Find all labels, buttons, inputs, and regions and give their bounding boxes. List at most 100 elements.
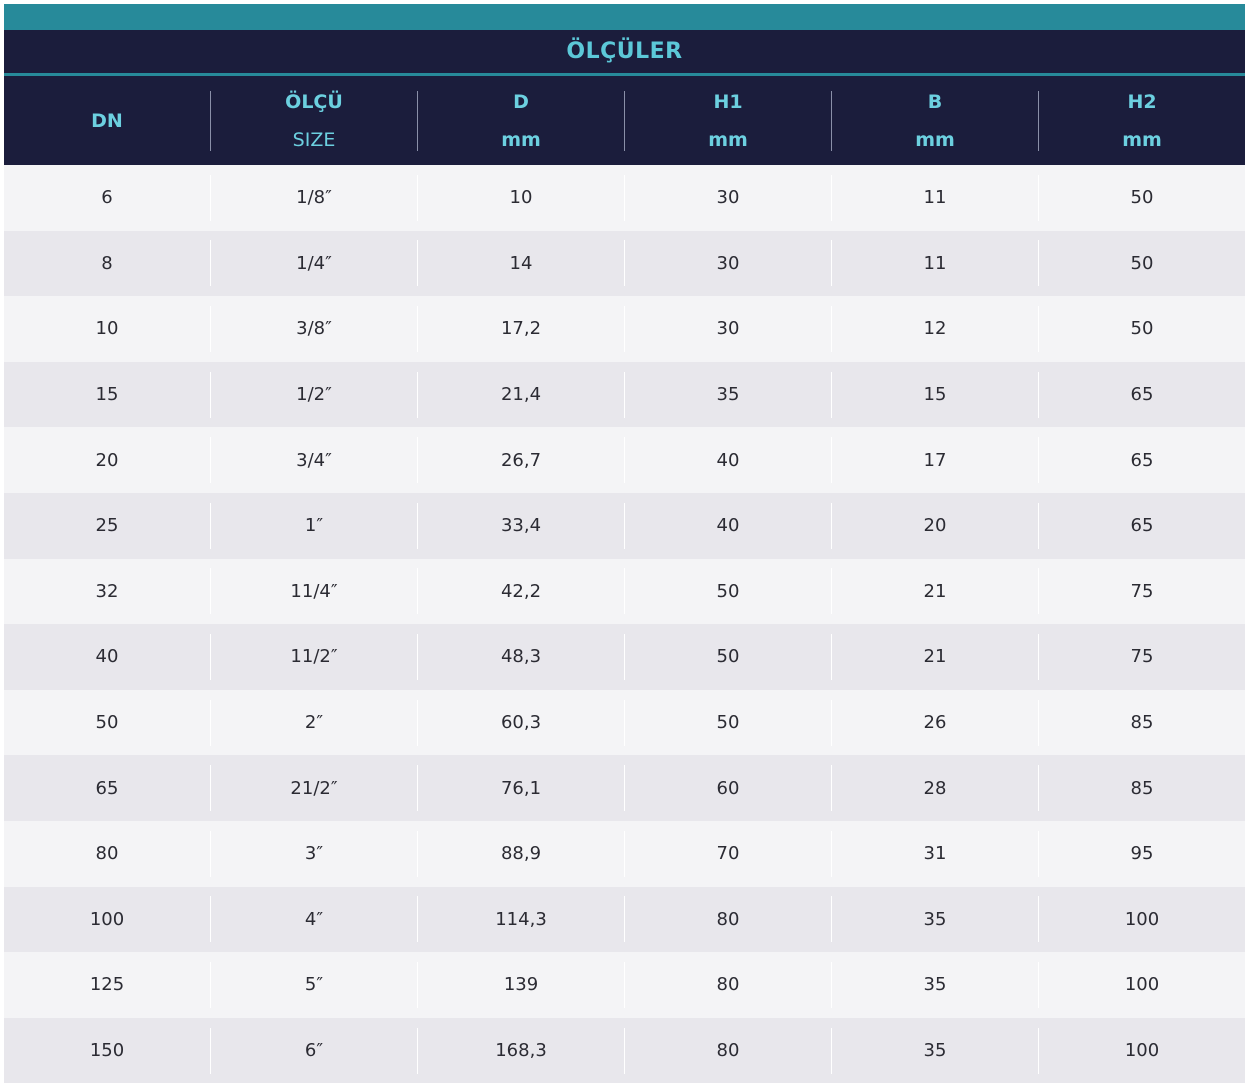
cell-dn: 50: [4, 699, 211, 746]
cell-dn: 15: [4, 371, 211, 418]
cell-b: 35: [832, 1027, 1039, 1074]
cell-dn: 10: [4, 305, 211, 352]
table-row: 25 1″ 33,4 40 20 65: [4, 492, 1245, 559]
header-h2: H2 mm: [1039, 91, 1245, 151]
table-body: 6 1/8″ 10 30 11 50 8 1/4″ 14 30 11 50 10 3/8″ 17,2 30 12…: [4, 165, 1245, 1084]
cell-h2: 100: [1124, 974, 1160, 996]
cell-size: 11/2″: [211, 633, 418, 680]
table-title-bar: ÖLÇÜLER: [4, 30, 1245, 76]
cell-size: 3/4″: [211, 437, 418, 484]
cell-size: 1/8″: [211, 174, 418, 221]
cell-h2: 75: [1130, 646, 1154, 668]
table-row: 150 6″ 168,3 80 35 100: [4, 1017, 1245, 1084]
table-row: 100 4″ 114,3 80 35 100: [4, 886, 1245, 953]
cell-h1: 30: [625, 240, 832, 287]
cell-h1: 30: [625, 174, 832, 221]
table-row: 40 11/2″ 48,3 50 21 75: [4, 624, 1245, 690]
cell-d: 76,1: [418, 765, 625, 812]
table-row: 125 5″ 139 80 35 100: [4, 952, 1245, 1018]
header-d-unit: mm: [501, 128, 541, 151]
cell-h2: 95: [1130, 843, 1154, 865]
cell-h1: 40: [625, 502, 832, 549]
cell-b: 11: [832, 174, 1039, 221]
cell-h1: 35: [625, 371, 832, 418]
cell-h2: 65: [1130, 515, 1154, 537]
table-row: 10 3/8″ 17,2 30 12 50: [4, 296, 1245, 362]
cell-dn: 6: [4, 174, 211, 221]
cell-size: 3″: [211, 830, 418, 877]
cell-h1: 30: [625, 305, 832, 352]
cell-b: 17: [832, 437, 1039, 484]
cell-size: 1/4″: [211, 240, 418, 287]
table-row: 6 1/8″ 10 30 11 50: [4, 165, 1245, 231]
table-row: 32 11/4″ 42,2 50 21 75: [4, 558, 1245, 625]
header-b-label: B: [927, 90, 943, 113]
cell-h2: 85: [1130, 777, 1154, 799]
cell-b: 21: [832, 633, 1039, 680]
cell-dn: 40: [4, 633, 211, 680]
header-b: B mm: [832, 90, 1039, 151]
cell-b: 35: [832, 896, 1039, 943]
cell-b: 26: [832, 699, 1039, 746]
cell-d: 42,2: [418, 568, 625, 615]
cell-d: 139: [418, 961, 625, 1008]
cell-h1: 80: [625, 1027, 832, 1074]
cell-b: 15: [832, 371, 1039, 418]
cell-h2: 75: [1130, 580, 1154, 602]
header-d: D mm: [418, 90, 625, 151]
cell-b: 20: [832, 502, 1039, 549]
header-size-label: ÖLÇÜ: [285, 90, 343, 113]
cell-dn: 125: [4, 961, 211, 1008]
cell-h2: 65: [1130, 384, 1154, 406]
cell-d: 114,3: [418, 896, 625, 943]
cell-h2: 50: [1130, 187, 1154, 209]
cell-d: 168,3: [418, 1027, 625, 1074]
dimensions-table: ÖLÇÜLER DN ÖLÇÜ SIZE D mm H1 mm B mm H2 …: [4, 4, 1245, 1084]
header-b-unit: mm: [915, 128, 955, 151]
header-dn: DN: [4, 90, 211, 151]
cell-dn: 65: [4, 765, 211, 812]
header-d-label: D: [513, 90, 529, 113]
cell-h1: 80: [625, 961, 832, 1008]
cell-dn: 100: [4, 896, 211, 943]
table-row: 15 1/2″ 21,4 35 15 65: [4, 361, 1245, 428]
cell-h1: 50: [625, 568, 832, 615]
cell-b: 21: [832, 568, 1039, 615]
header-h2-unit: mm: [1122, 128, 1162, 151]
header-size: ÖLÇÜ SIZE: [211, 90, 418, 151]
cell-d: 21,4: [418, 371, 625, 418]
cell-h2: 85: [1130, 712, 1154, 734]
cell-h1: 50: [625, 633, 832, 680]
cell-dn: 8: [4, 240, 211, 287]
table-row: 80 3″ 88,9 70 31 95: [4, 820, 1245, 887]
cell-dn: 25: [4, 502, 211, 549]
table-row: 8 1/4″ 14 30 11 50: [4, 230, 1245, 297]
cell-dn: 80: [4, 830, 211, 877]
header-size-sublabel: SIZE: [292, 128, 336, 151]
table-row: 20 3/4″ 26,7 40 17 65: [4, 427, 1245, 493]
cell-size: 6″: [211, 1027, 418, 1074]
cell-size: 21/2″: [211, 765, 418, 812]
header-h2-label: H2: [1127, 90, 1157, 113]
cell-d: 33,4: [418, 502, 625, 549]
cell-size: 3/8″: [211, 305, 418, 352]
cell-size: 4″: [211, 896, 418, 943]
cell-size: 2″: [211, 699, 418, 746]
cell-dn: 20: [4, 437, 211, 484]
cell-b: 31: [832, 830, 1039, 877]
cell-h1: 80: [625, 896, 832, 943]
cell-dn: 150: [4, 1027, 211, 1074]
cell-d: 60,3: [418, 699, 625, 746]
cell-h2: 100: [1124, 908, 1160, 930]
cell-h1: 40: [625, 437, 832, 484]
cell-h1: 50: [625, 699, 832, 746]
cell-size: 11/4″: [211, 568, 418, 615]
cell-d: 26,7: [418, 437, 625, 484]
cell-d: 17,2: [418, 305, 625, 352]
cell-d: 48,3: [418, 633, 625, 680]
cell-h1: 70: [625, 830, 832, 877]
cell-b: 11: [832, 240, 1039, 287]
cell-size: 1″: [211, 502, 418, 549]
header-h1-unit: mm: [708, 128, 748, 151]
header-h1: H1 mm: [625, 90, 832, 151]
